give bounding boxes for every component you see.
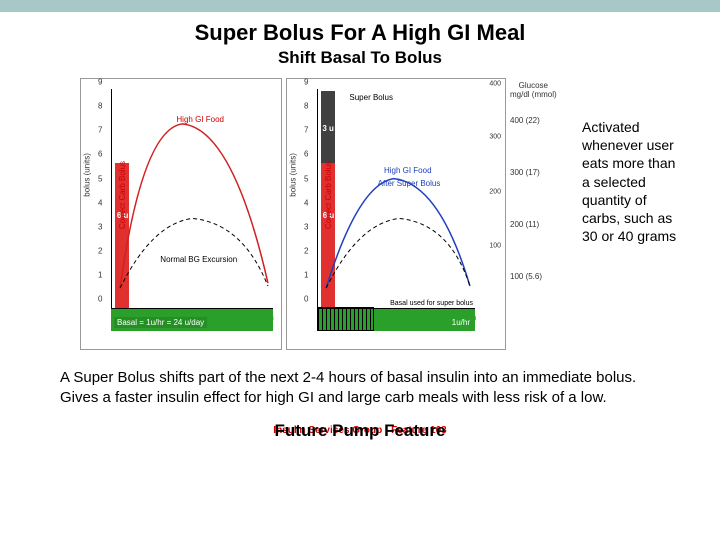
basal-used-note: Basal used for super bolus — [390, 300, 473, 307]
explanation-text: A Super Bolus shifts part of the next 2-… — [0, 350, 720, 407]
side-note: Activated whenever user eats more than a… — [582, 118, 680, 350]
bar-vert-label-2: Correct Carb Bolus — [324, 161, 333, 229]
ytick: 3 — [98, 222, 102, 231]
footer: Insulin Services Group - Feature 103 Fut… — [0, 421, 720, 441]
after-sb-label: After Super Bolus — [378, 179, 441, 188]
gval: 200 (11) — [510, 220, 539, 229]
y2tick: 100 — [489, 243, 501, 250]
content-row: 0 1 2 3 4 5 6 7 8 9 8 am 10 am 12 pm 2 p… — [0, 78, 720, 350]
ytick: 4 — [98, 198, 102, 207]
gval: 300 (17) — [510, 168, 540, 177]
chart-right-axes: 0 1 2 3 4 5 6 7 8 9 100 200 300 400 8 am… — [317, 89, 475, 309]
ytick: 6 — [98, 150, 102, 159]
ytick: 2 — [98, 246, 102, 255]
ytick: 1 — [98, 270, 102, 279]
glucose-scale: Glucosemg/dl (mmol) 400 (22) 300 (17) 20… — [510, 78, 572, 350]
curves-svg-2 — [318, 89, 475, 308]
ylabel: bolus (units) — [83, 153, 92, 197]
ytick: 6 — [304, 150, 308, 159]
basal-rate-label: 1u/hr — [449, 317, 473, 328]
basal-label: Basal = 1u/hr = 24 u/day — [114, 317, 207, 328]
ytick: 5 — [98, 174, 102, 183]
ytick: 8 — [98, 102, 102, 111]
chart-left: 0 1 2 3 4 5 6 7 8 9 8 am 10 am 12 pm 2 p… — [80, 78, 282, 350]
ytick: 9 — [98, 78, 102, 87]
page-title: Super Bolus For A High GI Meal — [0, 20, 720, 46]
top-accent-bar — [0, 0, 720, 12]
charts-container: 0 1 2 3 4 5 6 7 8 9 8 am 10 am 12 pm 2 p… — [80, 78, 572, 350]
high-gi-blue: High GI Food — [384, 166, 432, 175]
high-gi-label: High GI Food — [176, 115, 224, 124]
ytick: 7 — [98, 126, 102, 135]
ytick: 7 — [304, 126, 308, 135]
ytick: 0 — [98, 295, 102, 304]
gval: 100 (5.6) — [510, 272, 542, 281]
ytick: 3 — [304, 222, 308, 231]
y2tick: 200 — [489, 188, 501, 195]
gval: 400 (22) — [510, 116, 540, 125]
normal-bg-label: Normal BG Excursion — [160, 255, 237, 264]
super-bolus-label: Super Bolus — [349, 93, 393, 102]
ytick: 1 — [304, 270, 308, 279]
ytick: 5 — [304, 174, 308, 183]
bar-vert-label: Correct Carb Bolus — [118, 161, 127, 229]
ytick: 8 — [304, 102, 308, 111]
chart-right: 0 1 2 3 4 5 6 7 8 9 100 200 300 400 8 am… — [286, 78, 506, 350]
footer-title: Future Pump Feature — [275, 421, 446, 440]
page-subtitle: Shift Basal To Bolus — [0, 48, 720, 68]
ylabel-2: bolus (units) — [289, 153, 298, 197]
ytick: 4 — [304, 198, 308, 207]
ytick: 0 — [304, 295, 308, 304]
glucose-header: Glucosemg/dl (mmol) — [510, 82, 557, 100]
basal-used-hatch — [317, 307, 374, 331]
chart-left-axes: 0 1 2 3 4 5 6 7 8 9 8 am 10 am 12 pm 2 p… — [111, 89, 273, 309]
y2tick: 300 — [489, 133, 501, 140]
ytick: 9 — [304, 78, 308, 87]
ytick: 2 — [304, 246, 308, 255]
y2tick: 400 — [489, 81, 501, 88]
